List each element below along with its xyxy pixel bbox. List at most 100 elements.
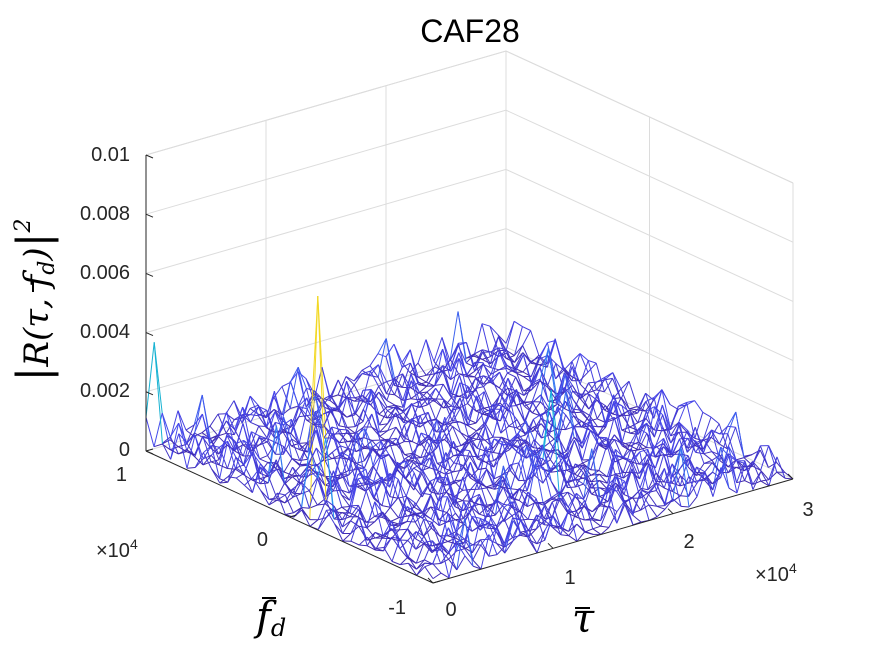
surface-mesh-line (309, 295, 319, 448)
surface-mesh-line (696, 471, 706, 497)
surface-mesh-line (391, 536, 401, 540)
surface-mesh-line (581, 418, 591, 444)
surface-mesh-line (531, 378, 541, 384)
surface-mesh-line (428, 439, 438, 468)
surface-mesh-line (596, 379, 605, 391)
surface-mesh-line (405, 477, 415, 487)
surface-mesh-line (653, 389, 663, 401)
surface-mesh-line (718, 425, 729, 445)
surface-mesh-line (243, 452, 253, 466)
surface-mesh-line (613, 403, 623, 443)
surface-mesh-line (568, 510, 577, 513)
surface-mesh-line (624, 504, 634, 526)
z-tick-label: 0.006 (80, 262, 130, 284)
surface-mesh-line (462, 489, 472, 501)
surface-mesh-line (688, 483, 698, 497)
surface-mesh-line (342, 533, 352, 542)
surface-mesh-line (703, 462, 713, 464)
surface-mesh-line (588, 389, 597, 394)
surface-mesh-line (582, 472, 593, 495)
surface-mesh-line (347, 447, 357, 453)
surface-mesh-line (459, 403, 468, 409)
surface-mesh-line (581, 420, 591, 431)
surface-mesh-line (663, 438, 673, 456)
surface-mesh-line (530, 362, 540, 366)
surface-mesh-line (402, 398, 411, 401)
surface-mesh-line (369, 365, 379, 378)
surface-mesh-line (501, 436, 510, 441)
surface-mesh-line (424, 540, 433, 543)
surface-mesh-line (526, 464, 536, 480)
surface-mesh-line (340, 452, 350, 487)
surface-mesh-line (522, 352, 532, 362)
surface-mesh-line (382, 534, 392, 540)
surface-mesh-line (515, 376, 525, 396)
surface-mesh-line (580, 393, 590, 410)
surface-mesh-line (258, 406, 268, 427)
surface-mesh-line (449, 311, 459, 361)
surface-mesh-line (317, 510, 327, 530)
surface-mesh-line (331, 433, 341, 447)
surface-mesh-line (575, 483, 584, 488)
surface-mesh-line (646, 422, 656, 457)
surface-mesh-line (687, 466, 698, 484)
surface-mesh-line (514, 345, 524, 363)
surface-mesh-line (341, 489, 350, 501)
surface-mesh-line (395, 441, 405, 446)
surface-mesh-line (588, 381, 597, 394)
surface-mesh-line (550, 389, 560, 498)
surface-mesh-line (494, 479, 504, 487)
surface-mesh-line (433, 337, 443, 362)
surface-mesh-line (596, 418, 606, 423)
surface-mesh-line (574, 467, 584, 481)
surface-mesh-line (394, 394, 404, 401)
surface-mesh-line (462, 476, 472, 507)
surface-mesh-line (456, 555, 466, 571)
surface-mesh-line (300, 466, 310, 485)
surface-mesh-line (470, 498, 480, 515)
surface-mesh-line (362, 370, 371, 375)
surface-mesh-line (469, 462, 480, 490)
surface-mesh-line (242, 406, 252, 423)
surface-mesh-line (580, 398, 590, 410)
surface-mesh-line (686, 430, 697, 453)
surface-mesh-line (266, 422, 276, 439)
surface-mesh-line (242, 414, 251, 419)
surface-mesh-line (407, 563, 418, 576)
surface-mesh-line (557, 428, 566, 431)
surface-mesh-line (507, 387, 517, 406)
surface-mesh-line (752, 465, 761, 471)
surface-mesh-line (290, 406, 300, 434)
surface-mesh-line (621, 414, 631, 428)
surface-mesh-line (513, 326, 523, 356)
surface-mesh-line (461, 461, 471, 481)
surface-mesh-line (696, 466, 706, 473)
surface-mesh-line (378, 399, 388, 419)
surface-mesh-line (590, 429, 599, 438)
surface-mesh-line (515, 394, 525, 407)
surface-mesh-line (442, 383, 452, 398)
surface-mesh-line (523, 401, 533, 404)
surface-mesh-line (752, 461, 761, 471)
surface-mesh-line (201, 413, 212, 449)
surface-mesh-line (616, 476, 625, 482)
surface-mesh-line (518, 446, 528, 481)
surface-mesh-line (440, 549, 449, 560)
surface-mesh-line (289, 367, 299, 409)
surface-mesh-line (331, 433, 341, 459)
surface-mesh-line (456, 518, 466, 552)
surface-mesh-line (532, 394, 542, 403)
surface-mesh-line (395, 412, 405, 438)
surface-mesh-line (484, 404, 494, 427)
surface-mesh-line (599, 487, 610, 504)
surface-mesh-line (614, 434, 623, 445)
surface-mesh-line (475, 388, 485, 409)
surface-mesh-line (451, 407, 461, 423)
surface-mesh-line (267, 425, 277, 484)
surface-mesh-line (550, 454, 560, 470)
surface-mesh-line (632, 514, 642, 523)
surface-mesh-line (365, 482, 375, 499)
surface-mesh-line (275, 425, 286, 484)
surface-mesh-line (362, 395, 372, 406)
surface-mesh-line (323, 451, 333, 460)
